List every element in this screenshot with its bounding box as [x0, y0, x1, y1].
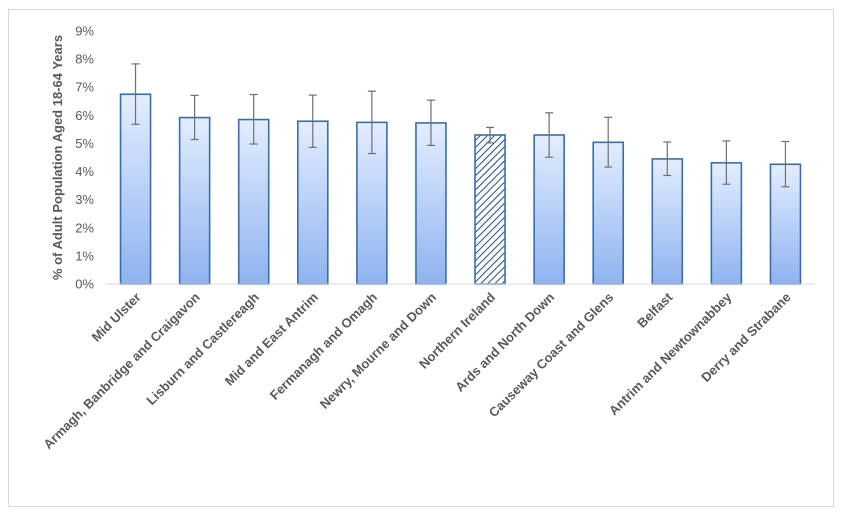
- error-bar: [604, 116, 613, 168]
- category-label: Causeway Coast and Glens: [486, 290, 617, 421]
- y-axis-label: % of Adult Population Aged 18-64 Years: [50, 35, 65, 280]
- y-tick-label: 7%: [75, 80, 94, 95]
- category-label: Antrim and Newtownabbey: [606, 289, 735, 418]
- y-tick-label: 2%: [75, 220, 94, 235]
- y-tick-label: 8%: [75, 52, 94, 67]
- bar-mid-ulster: [119, 93, 152, 285]
- y-tick-label: 1%: [75, 248, 94, 263]
- y-tick-label: 9%: [75, 24, 94, 39]
- error-bar: [367, 90, 376, 155]
- bar-newry-mourne-and-down: [415, 122, 447, 285]
- category-label: Lisburn and Castlereagh: [143, 289, 261, 407]
- category-label: Mid Ulster: [89, 290, 144, 345]
- error-bars: [131, 63, 790, 188]
- error-bar: [781, 140, 790, 188]
- category-label: Ards and North Down: [452, 289, 557, 394]
- error-bar: [426, 99, 435, 147]
- bar-northern-ireland: [474, 134, 506, 285]
- y-tick-label: 0%: [75, 277, 94, 292]
- error-bar: [722, 140, 731, 185]
- category-label: Fermanagh and Omagh: [267, 289, 380, 402]
- bar-mid-and-east-antrim: [296, 120, 329, 285]
- bar-armagh-banbridge-and-craigavon: [178, 116, 211, 285]
- category-label: Belfast: [634, 289, 676, 331]
- y-axis-title: % of Adult Population Aged 18-64 Years: [50, 35, 65, 280]
- y-axis-ticks: 0% 1% 2% 3% 4% 5% 6% 7% 8% 9%: [75, 24, 94, 292]
- error-bar: [249, 93, 258, 145]
- error-bar: [131, 63, 140, 125]
- y-tick-label: 4%: [75, 164, 94, 179]
- bar-belfast: [651, 158, 684, 285]
- category-label: Newry, Mourne and Down: [317, 289, 439, 411]
- y-tick-label: 6%: [75, 108, 94, 123]
- error-bar: [190, 94, 199, 141]
- error-bar: [308, 94, 317, 148]
- error-bar: [486, 126, 495, 144]
- bar-ards-and-north-down: [533, 134, 565, 285]
- error-bar: [545, 112, 554, 158]
- y-tick-label: 5%: [75, 136, 94, 151]
- y-tick-label: 3%: [75, 192, 94, 207]
- error-bar: [663, 141, 672, 177]
- bars: [119, 93, 802, 285]
